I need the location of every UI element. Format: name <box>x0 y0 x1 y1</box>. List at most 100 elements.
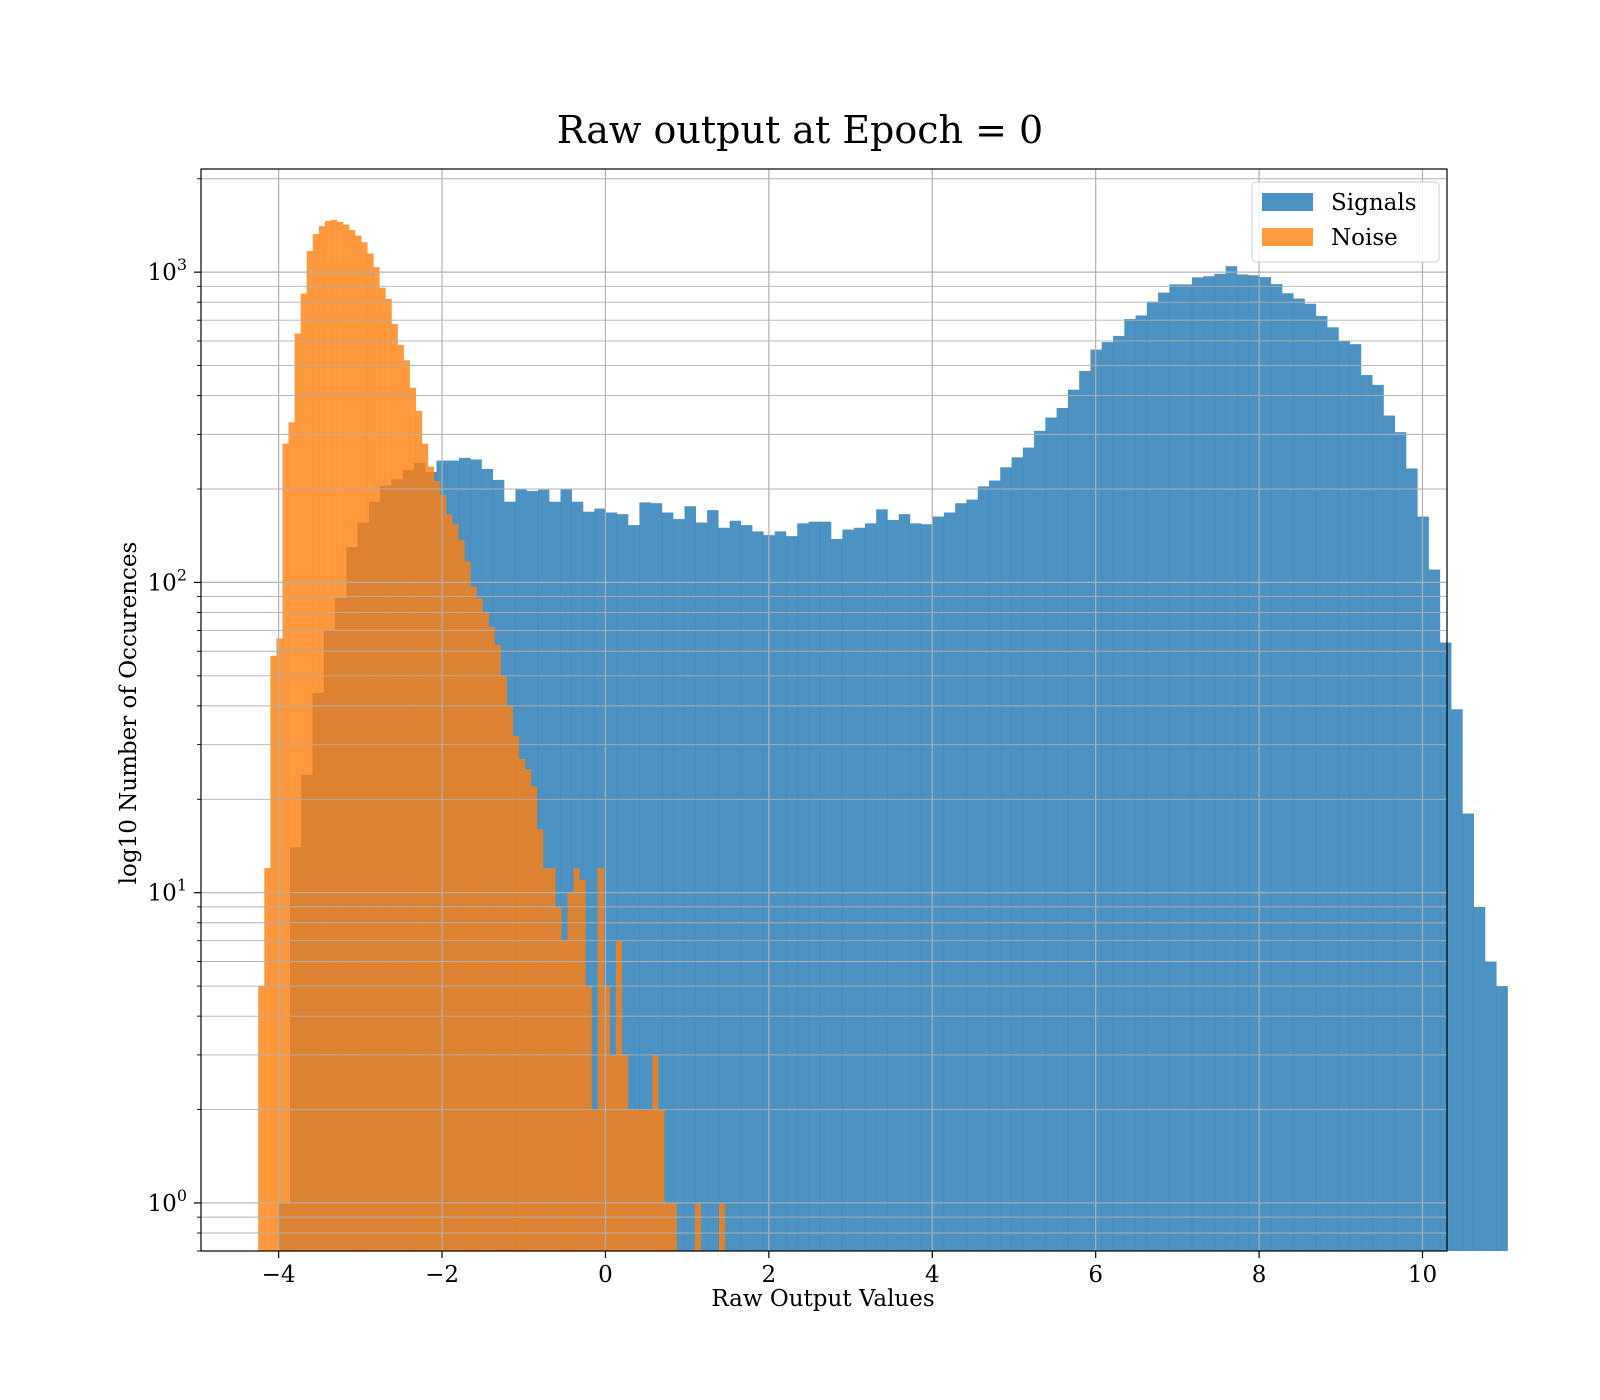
signals-bar <box>1372 384 1384 1251</box>
noise-bar <box>652 1054 659 1251</box>
noise-bar <box>694 1202 701 1251</box>
signals-bar <box>955 503 967 1251</box>
noise-bar <box>640 1109 647 1251</box>
x-tick-label: 2 <box>762 1262 777 1288</box>
legend-swatch-signals <box>1262 193 1313 211</box>
x-tick-label: −4 <box>262 1262 296 1288</box>
signals-bar <box>1349 344 1362 1251</box>
signals-bar <box>786 536 798 1251</box>
signals-bar <box>639 502 651 1252</box>
noise-bar <box>488 626 495 1251</box>
x-tick-label: 10 <box>1408 1262 1437 1288</box>
signals-bar <box>1112 335 1125 1251</box>
y-tick-label: 103 <box>148 255 187 286</box>
x-axis-label: Raw Output Values <box>711 1286 934 1312</box>
noise-bar <box>258 986 265 1251</box>
signals-bar <box>1315 316 1328 1251</box>
x-tick-label: 0 <box>598 1262 613 1288</box>
noise-bar <box>543 868 550 1251</box>
signals-bar <box>1439 642 1452 1251</box>
noise-bar <box>512 735 520 1251</box>
y-tick-label: 101 <box>148 876 187 907</box>
signals-bar <box>560 489 572 1252</box>
y-axis-ticks: 100 101 102 103 <box>148 178 201 1252</box>
x-axis-ticks: −4 −2 0 2 4 6 8 10 <box>262 1251 1437 1288</box>
noise-bar <box>330 219 338 1252</box>
noise-bar <box>415 410 423 1251</box>
noise-bar <box>482 612 489 1251</box>
signals-bar <box>1203 276 1215 1252</box>
signals-bar <box>842 529 854 1251</box>
signals-bar <box>910 523 922 1251</box>
signals-bar <box>797 523 809 1251</box>
signals-bar <box>774 531 787 1251</box>
x-tick-label: 4 <box>925 1262 940 1288</box>
signals-bar <box>752 531 764 1251</box>
x-tick-label: 6 <box>1088 1262 1103 1288</box>
noise-bar <box>518 758 526 1251</box>
signals-bar <box>1259 277 1272 1252</box>
y-tick-label: 100 <box>148 1186 187 1217</box>
noise-bar <box>464 561 471 1251</box>
signals-bar <box>1485 961 1497 1251</box>
noise-bar <box>567 892 574 1251</box>
noise-bar <box>506 705 514 1251</box>
signals-bar <box>1034 430 1046 1251</box>
noise-bar <box>312 234 320 1252</box>
noise-bar <box>409 387 417 1252</box>
noise-bar <box>579 879 586 1251</box>
noise-bar <box>379 287 386 1251</box>
noise-bar <box>628 1109 635 1251</box>
noise-bar <box>452 524 459 1251</box>
noise-bar <box>670 1202 677 1251</box>
plot-area <box>200 168 1508 1252</box>
noise-bar <box>385 298 392 1251</box>
signals-bar <box>1146 301 1159 1251</box>
noise-bar <box>585 986 592 1251</box>
noise-bar <box>597 868 604 1251</box>
signals-bar <box>684 506 697 1252</box>
signals-bar <box>977 486 990 1252</box>
signals-bar <box>740 525 753 1251</box>
signals-bar <box>1496 986 1508 1251</box>
signals-bar <box>988 480 1001 1251</box>
signals-bar <box>1045 417 1057 1252</box>
signals-bar <box>943 512 956 1251</box>
signals-bar <box>650 503 663 1251</box>
signals-bar <box>605 512 618 1251</box>
signals-bar <box>1000 467 1012 1251</box>
noise-bar <box>391 323 398 1251</box>
signals-bar <box>966 499 978 1251</box>
signals-bar <box>921 524 933 1251</box>
noise-bar <box>276 638 283 1251</box>
signals-bar <box>1394 432 1407 1251</box>
legend-label-noise: Noise <box>1331 225 1398 251</box>
signals-bar <box>853 527 866 1251</box>
noise-bar <box>549 868 556 1251</box>
signals-bar <box>1338 340 1350 1251</box>
noise-bar <box>458 539 465 1251</box>
noise-bar <box>615 940 623 1251</box>
axes-frame <box>200 168 1448 1252</box>
signals-bar <box>628 525 640 1251</box>
legend: Signals Noise <box>1251 181 1440 263</box>
signals-bar <box>819 521 832 1251</box>
noise-bar <box>524 769 532 1251</box>
noise-bars <box>258 219 726 1252</box>
signals-bar <box>707 510 719 1251</box>
signals-bar <box>1101 342 1114 1251</box>
signals-bar <box>876 509 888 1251</box>
noise-bar <box>324 220 332 1251</box>
noise-bar <box>440 495 447 1251</box>
signals-bar <box>864 523 877 1251</box>
signals-bar <box>1462 813 1474 1251</box>
signals-bar <box>1293 298 1305 1251</box>
noise-bar <box>531 786 538 1251</box>
signals-bar <box>887 519 899 1251</box>
noise-bar <box>367 253 374 1252</box>
noise-bar <box>621 1054 629 1251</box>
legend-swatch-noise <box>1262 228 1313 246</box>
signals-bar <box>1169 284 1181 1252</box>
